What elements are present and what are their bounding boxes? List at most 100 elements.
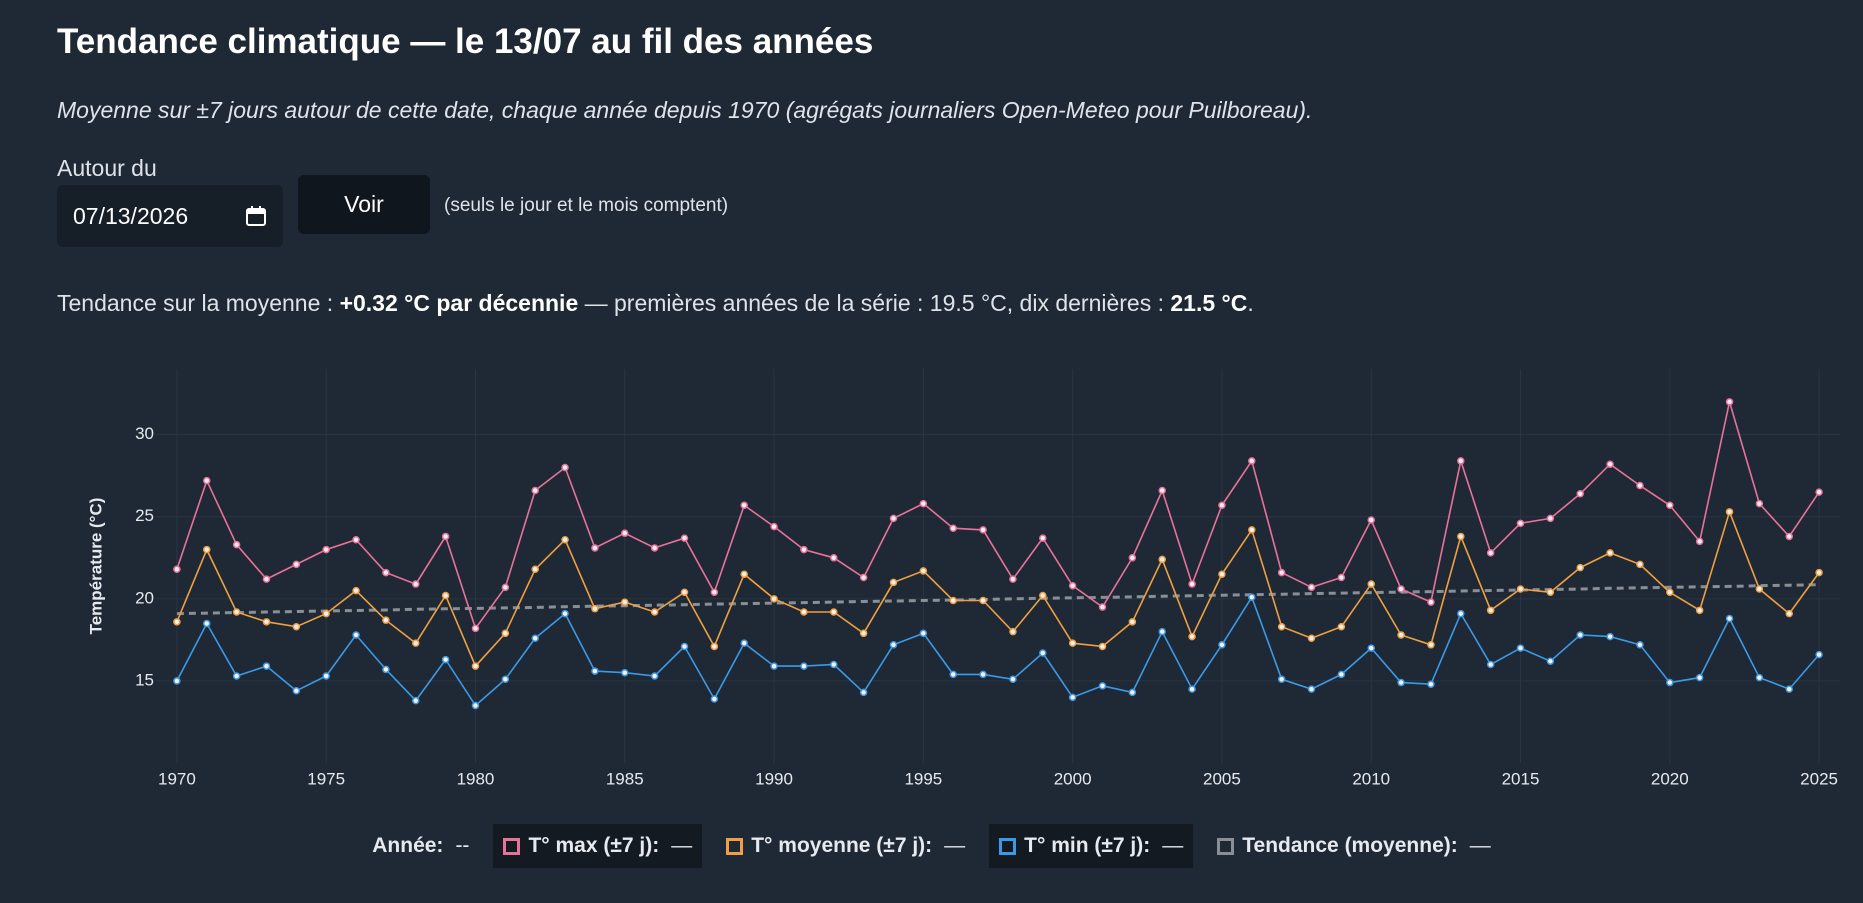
data-point [471, 624, 480, 633]
calendar-icon[interactable] [245, 205, 267, 227]
legend-item[interactable]: T° max (±7 j): — [493, 824, 703, 868]
data-point [740, 639, 748, 647]
data-point [471, 701, 480, 710]
data-point [1039, 534, 1047, 542]
legend-swatch [999, 837, 1017, 855]
data-point [262, 618, 271, 626]
series-line [176, 401, 1820, 631]
data-point [1218, 641, 1226, 649]
data-point [1427, 680, 1435, 688]
data-point [1755, 585, 1764, 593]
data-point [471, 662, 480, 670]
data-point [1725, 398, 1734, 406]
legend-item[interactable]: Tendance (moyenne): — [1207, 824, 1500, 868]
submit-button[interactable]: Voir [298, 175, 430, 234]
summary-recent: 21.5 °C [1170, 290, 1248, 316]
data-point [1636, 481, 1644, 490]
data-point [1666, 678, 1674, 687]
data-point [1457, 532, 1465, 541]
data-point [1128, 688, 1137, 697]
data-point [1695, 673, 1704, 682]
data-point [1068, 639, 1077, 647]
summary-suffix: . [1247, 290, 1254, 316]
data-point [1636, 560, 1644, 569]
data-point [830, 608, 838, 616]
legend-year: Année: -- [362, 824, 479, 868]
date-input[interactable]: 07/13/2026 [57, 185, 283, 247]
data-point [979, 670, 987, 679]
data-point [591, 544, 599, 552]
data-point [1367, 516, 1375, 524]
data-point [889, 578, 898, 587]
data-point [1785, 685, 1793, 693]
data-point [889, 641, 898, 649]
data-point [680, 588, 689, 597]
data-point [173, 565, 181, 574]
data-point [531, 486, 539, 495]
data-point [650, 608, 659, 616]
data-point [531, 634, 539, 642]
data-point [1516, 585, 1525, 593]
data-point [1486, 549, 1495, 557]
hint: (seuls le jour et le mois comptent) [444, 195, 729, 216]
data-point [1039, 649, 1047, 657]
data-point [1337, 670, 1346, 679]
data-point [1695, 537, 1704, 546]
legend-item[interactable]: T° moyenne (±7 j): — [716, 824, 975, 868]
data-point [1636, 641, 1644, 649]
data-point [680, 642, 689, 651]
y-tick-label: 30 [135, 424, 154, 443]
legend-label: Tendance (moyenne): [1242, 834, 1458, 857]
data-point [1068, 693, 1077, 702]
data-point [621, 598, 629, 606]
data-point [650, 544, 659, 552]
legend-readout: — [1162, 834, 1184, 857]
data-point [949, 596, 957, 605]
data-point [322, 672, 330, 680]
data-point [949, 670, 957, 679]
data-point [1755, 499, 1764, 508]
x-tick-label: 2000 [1054, 769, 1092, 788]
data-point [1367, 580, 1375, 588]
data-point [322, 545, 330, 554]
data-point [919, 567, 928, 575]
data-point [1367, 644, 1375, 652]
data-point [770, 662, 778, 670]
data-point [740, 501, 748, 510]
x-tick-label: 2010 [1352, 769, 1390, 788]
data-point [830, 660, 838, 669]
data-point [441, 591, 450, 600]
data-point [919, 499, 928, 508]
x-tick-label: 2025 [1800, 769, 1838, 788]
series-line [176, 583, 1820, 616]
data-point [621, 668, 629, 677]
data-point [292, 622, 301, 631]
data-point [1009, 575, 1017, 583]
y-tick-label: 25 [135, 506, 154, 525]
data-point [859, 573, 868, 582]
data-point [412, 696, 420, 705]
data-point [1785, 532, 1793, 541]
data-point [680, 534, 689, 542]
data-point [1576, 631, 1584, 639]
legend-item[interactable]: T° min (±7 j): — [989, 824, 1194, 868]
data-point [859, 629, 868, 638]
data-point [1606, 632, 1614, 641]
data-point [292, 560, 301, 569]
data-point [1218, 501, 1226, 510]
data-point [1815, 568, 1823, 577]
data-point [1606, 460, 1614, 468]
legend: Année: -- T° max (±7 j): — T° moyenne (±7 … [0, 824, 1863, 868]
legend-year-label: Année: [372, 834, 444, 857]
data-point [1516, 644, 1525, 652]
legend-label: T° min (±7 j): [1024, 834, 1151, 857]
data-point [1188, 580, 1196, 588]
summary-middle: — premières années de la série : 19.5 °C… [584, 290, 1164, 316]
data-point [1516, 519, 1525, 528]
data-point [1486, 660, 1495, 669]
data-point [979, 526, 987, 534]
date-label: Autour du [57, 155, 157, 181]
data-point [561, 463, 569, 472]
